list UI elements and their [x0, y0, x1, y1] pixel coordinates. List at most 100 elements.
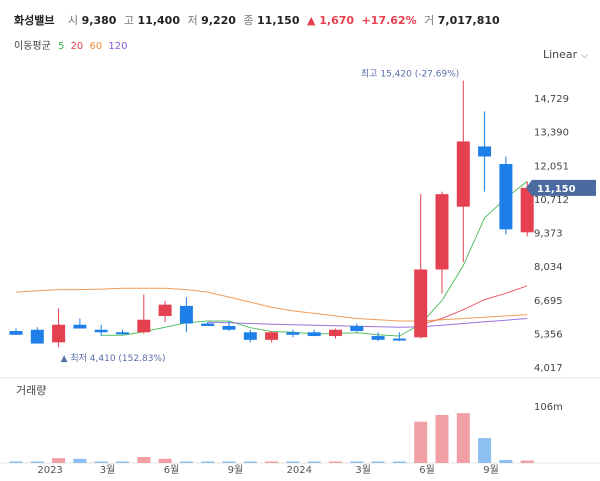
volume-bar — [286, 461, 300, 463]
low-annotation: ▲ 최저 4,410 (152.83%) — [61, 353, 166, 364]
high-annotation: 최고 15,420 (-27.69%) — [361, 69, 459, 80]
candle[interactable] — [94, 324, 108, 337]
candle[interactable] — [179, 297, 193, 333]
ma-60-line — [15, 287, 528, 322]
volume-bar — [350, 461, 364, 463]
candle[interactable] — [329, 328, 342, 339]
ma-legend-title: 이동평균 — [14, 41, 51, 52]
volume-bar — [137, 456, 151, 463]
y-tick-label: 5,356 — [534, 329, 563, 340]
candle[interactable] — [137, 294, 151, 334]
x-tick-label: 6월 — [419, 464, 435, 476]
candle-body — [478, 146, 492, 157]
volume-tick-label: 106m — [534, 402, 563, 413]
close-label: 종 — [243, 14, 254, 27]
candle-body — [414, 269, 428, 338]
y-tick-label: 13,390 — [534, 128, 569, 139]
volume-bar — [307, 461, 321, 463]
y-tick-label: 4,017 — [534, 363, 563, 374]
candle[interactable] — [435, 191, 449, 294]
candle[interactable] — [9, 328, 23, 335]
open-price: 9,380 — [81, 14, 117, 27]
volume-label: 거 — [424, 14, 435, 27]
close-price: 11,150 — [257, 14, 300, 27]
candle[interactable] — [392, 332, 406, 342]
candle[interactable] — [499, 156, 513, 235]
x-tick-label: 2024 — [287, 465, 312, 476]
candle[interactable] — [286, 329, 300, 338]
x-tick-label: 3월 — [355, 464, 371, 476]
volume-bar — [116, 461, 129, 463]
candle-body — [201, 323, 215, 326]
volume-bar — [456, 413, 470, 463]
candle-body — [392, 338, 406, 341]
y-tick-label: 8,034 — [534, 262, 563, 273]
volume-bar — [30, 461, 44, 463]
candle-body — [222, 325, 236, 330]
y-tick-label: 10,712 — [534, 195, 569, 206]
candle[interactable] — [478, 111, 492, 192]
price-change: ▲ 1,670 — [306, 14, 355, 27]
volume-bar — [222, 461, 236, 463]
candle[interactable] — [414, 194, 428, 339]
scale-selector[interactable]: Linear ⌵ — [543, 48, 588, 61]
ma-5-label[interactable]: 5 — [58, 41, 65, 52]
candle-body — [456, 141, 470, 207]
candle[interactable] — [456, 80, 470, 262]
y-tick-label: 9,373 — [534, 229, 563, 240]
volume-panel-label: 거래량 — [16, 384, 46, 397]
candle[interactable] — [371, 332, 385, 342]
volume-bar — [478, 438, 492, 463]
high-price: 11,400 — [137, 14, 180, 27]
current-price-label: 11,150 — [537, 184, 576, 195]
candle-body — [9, 331, 23, 335]
low-label: 저 — [187, 14, 198, 27]
candle-body — [520, 187, 534, 233]
ma-20-label[interactable]: 20 — [70, 41, 84, 52]
volume-bar — [201, 461, 215, 463]
candle-body — [30, 329, 44, 344]
candle[interactable] — [201, 322, 215, 326]
x-tick-label: 9월 — [483, 464, 499, 476]
volume-bar — [499, 459, 513, 463]
x-tick-label: 2023 — [37, 465, 62, 476]
stock-header: 화성밸브 시 9,380 고 11,400 저 9,220 종 11,150 ▲… — [14, 12, 504, 28]
ma-60-label[interactable]: 60 — [89, 41, 103, 52]
volume-bar — [158, 458, 172, 463]
candle[interactable] — [158, 300, 172, 323]
candle[interactable] — [52, 308, 66, 348]
candle[interactable] — [73, 318, 87, 329]
x-tick-label: 6월 — [164, 464, 180, 476]
scale-label: Linear — [543, 48, 578, 61]
candle[interactable] — [307, 329, 321, 337]
candle[interactable] — [116, 329, 129, 335]
x-tick-label: 9월 — [228, 464, 244, 476]
ma-120-label[interactable]: 120 — [108, 41, 128, 52]
moving-average-legend: 이동평균 5 20 60 120 — [14, 37, 131, 52]
high-label: 고 — [123, 14, 135, 27]
candle-body — [179, 305, 193, 324]
candle-body — [371, 336, 385, 340]
chevron-down-icon: ⌵ — [581, 51, 589, 61]
price-change-pct: +17.62% — [361, 14, 417, 27]
x-tick-label: 3월 — [100, 464, 116, 476]
candle-body — [435, 194, 449, 270]
candle[interactable] — [350, 323, 364, 333]
candle[interactable] — [243, 329, 257, 343]
candle[interactable] — [265, 331, 279, 343]
candle-body — [137, 319, 151, 333]
y-tick-label: 14,729 — [534, 94, 569, 105]
candle[interactable] — [30, 327, 44, 344]
low-price: 9,220 — [201, 14, 236, 27]
volume-bar — [435, 414, 449, 463]
volume-bar — [179, 461, 193, 463]
volume-bar — [371, 461, 385, 463]
volume-bar — [392, 461, 406, 463]
y-tick-label: 6,695 — [534, 296, 563, 307]
open-label: 시 — [67, 14, 79, 27]
candle[interactable] — [520, 181, 534, 237]
candle[interactable] — [222, 320, 236, 332]
candle-body — [350, 325, 364, 332]
y-tick-label: 12,051 — [534, 161, 569, 172]
